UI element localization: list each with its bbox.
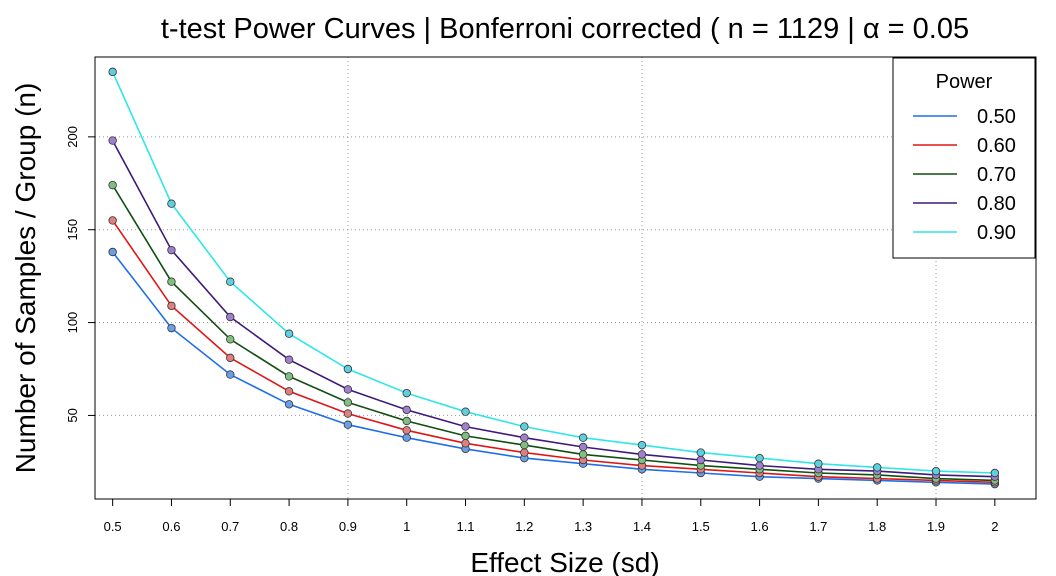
x-tick-label: 1.8 <box>868 519 886 534</box>
data-point-power-0-80 <box>461 422 470 431</box>
data-point-power-0-80 <box>108 136 117 145</box>
title-suffix: = 0.05 <box>880 13 970 45</box>
data-point-power-0-50 <box>167 323 176 333</box>
series-line-power-0-80 <box>111 140 995 478</box>
data-point-power-0-80 <box>284 355 294 364</box>
x-tick-label: 1.3 <box>574 519 592 534</box>
data-point-power-0-70 <box>284 372 294 381</box>
x-axis-label: Effect Size (sd) <box>470 547 659 576</box>
data-point-power-0-70 <box>402 416 411 426</box>
y-tick-label: 150 <box>65 219 80 241</box>
x-tick-label: 0.8 <box>280 519 298 534</box>
data-point-power-0-80 <box>520 433 529 442</box>
x-tick-label: 1.5 <box>692 519 710 534</box>
data-point-power-0-90 <box>284 329 294 338</box>
data-point-power-0-70 <box>167 277 176 286</box>
data-point-power-0-60 <box>461 439 470 448</box>
data-point-power-0-90 <box>343 364 353 374</box>
data-point-power-0-90 <box>461 407 470 416</box>
data-point-power-0-90 <box>637 440 647 450</box>
data-point-power-0-80 <box>226 312 235 322</box>
x-tick-label: 1.7 <box>809 519 827 534</box>
data-point-power-0-90 <box>578 433 588 442</box>
plot-area-border <box>94 56 1037 500</box>
legend-label-power-0-50: 0.50 <box>977 106 1016 128</box>
legend-title: Power <box>936 71 993 93</box>
data-point-power-0-90 <box>873 463 882 472</box>
data-point-power-0-80 <box>696 455 705 465</box>
y-axis-label: Number of Samples / Group (n) <box>10 83 41 474</box>
data-point-power-0-90 <box>402 388 411 398</box>
data-point-power-0-70 <box>461 431 470 441</box>
data-point-power-0-80 <box>343 385 353 394</box>
x-tick-label: 2 <box>991 519 998 534</box>
data-point-power-0-60 <box>108 216 117 225</box>
title-prefix: t-test Power Curves | Bonferroni correct… <box>161 13 863 45</box>
y-axis: 50 100 150 200 <box>65 126 95 423</box>
legend-label-power-0-90: 0.90 <box>977 222 1016 244</box>
data-point-power-0-90 <box>696 448 705 457</box>
data-point-power-0-50 <box>226 370 235 379</box>
title-alpha-symbol: α <box>863 13 880 45</box>
y-tick-label: 50 <box>65 408 80 422</box>
data-point-power-0-70 <box>108 180 117 190</box>
x-tick-label: 0.5 <box>104 519 122 534</box>
data-point-power-0-50 <box>284 400 294 409</box>
data-point-power-0-70 <box>343 398 353 407</box>
series-line-power-0-90 <box>111 71 995 474</box>
data-point-power-0-90 <box>755 453 764 463</box>
legend: Power 0.50 0.60 0.70 0.80 0.90 <box>892 57 1036 259</box>
data-point-power-0-70 <box>226 335 235 344</box>
series-line-power-0-50 <box>111 251 995 485</box>
x-tick-label: 1.1 <box>456 519 474 534</box>
data-point-power-0-90 <box>931 466 941 476</box>
data-point-power-0-90 <box>520 422 529 431</box>
data-point-power-0-80 <box>402 405 411 415</box>
legend-box <box>892 57 1036 259</box>
x-tick-label: 0.7 <box>221 519 239 534</box>
data-point-power-0-80 <box>167 245 176 255</box>
x-tick-label: 1.4 <box>633 519 651 534</box>
data-point-power-0-60 <box>402 426 411 435</box>
x-tick-label: 0.9 <box>339 519 357 534</box>
data-point-power-0-90 <box>226 277 235 286</box>
series-line-power-0-70 <box>111 184 995 482</box>
series-line-power-0-60 <box>111 219 995 484</box>
data-point-power-0-70 <box>520 440 529 450</box>
x-tick-label: 1.9 <box>927 519 945 534</box>
data-point-power-0-60 <box>520 448 529 457</box>
data-point-power-0-50 <box>402 433 411 442</box>
data-point-power-0-60 <box>226 353 235 363</box>
series-lines <box>111 71 995 485</box>
data-point-power-0-50 <box>108 247 117 257</box>
data-point-power-0-90 <box>108 67 117 77</box>
data-point-power-0-80 <box>578 442 588 452</box>
series-points <box>108 67 1000 489</box>
legend-label-power-0-60: 0.60 <box>977 135 1016 157</box>
data-point-power-0-90 <box>167 199 176 208</box>
x-axis: 0.5 0.6 0.7 0.8 0.9 1 1.1 1.2 1.3 1.4 1.5 1.6 1.7 1.8… <box>104 499 998 534</box>
chart-title: t-test Power Curves | Bonferroni correct… <box>161 13 969 45</box>
data-point-power-0-90 <box>814 459 823 468</box>
data-point-power-0-60 <box>343 409 353 418</box>
legend-label-power-0-80: 0.80 <box>977 193 1016 215</box>
data-point-power-0-60 <box>284 387 294 396</box>
x-tick-label: 0.6 <box>162 519 180 534</box>
data-point-power-0-80 <box>637 450 647 459</box>
x-tick-label: 1.6 <box>751 519 769 534</box>
data-point-power-0-70 <box>578 450 588 459</box>
legend-label-power-0-70: 0.70 <box>977 164 1016 186</box>
legend-items: 0.50 0.60 0.70 0.80 0.90 <box>913 106 1016 244</box>
grid-lines <box>95 57 1036 499</box>
y-tick-label: 200 <box>65 126 80 148</box>
x-tick-label: 1.2 <box>515 519 533 534</box>
data-point-power-0-90 <box>990 468 1000 478</box>
y-tick-label: 100 <box>65 312 80 334</box>
data-point-power-0-50 <box>343 420 353 429</box>
data-point-power-0-60 <box>167 301 176 311</box>
x-tick-label: 1 <box>403 519 410 534</box>
data-point-power-0-80 <box>755 461 764 470</box>
